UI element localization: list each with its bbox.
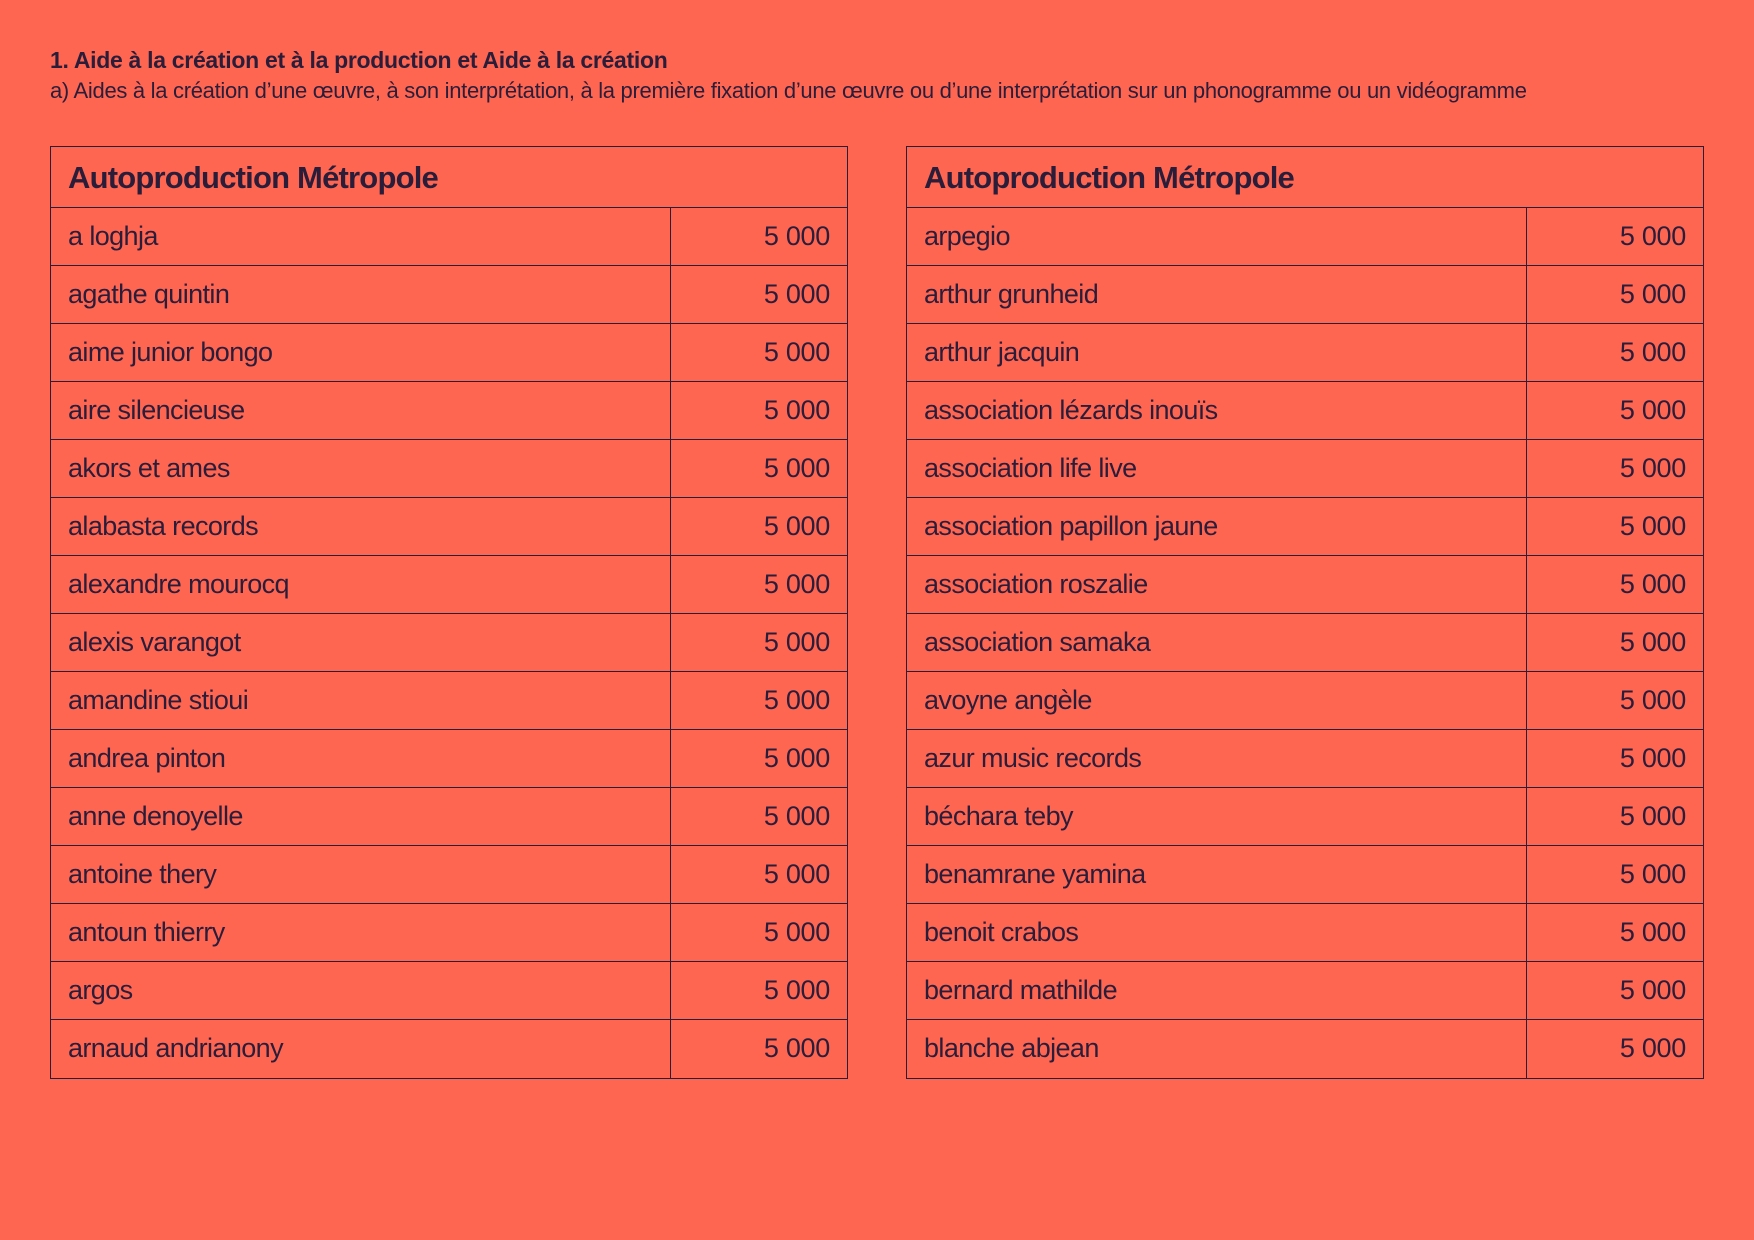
table-body: a loghja 5 000 agathe quintin 5 000 aime jun… bbox=[51, 208, 847, 1078]
amount-cell: 5 000 bbox=[1619, 221, 1686, 251]
table-row: anne denoyelle 5 000 bbox=[51, 788, 847, 846]
funding-table-right: Autoproduction Métropole arpegio 5 000 art… bbox=[906, 146, 1704, 1079]
recipient-name-cell: arpegio bbox=[907, 208, 1527, 265]
recipient-name-cell: benoit crabos bbox=[907, 904, 1527, 961]
amount-cell: 5 000 bbox=[763, 801, 830, 831]
table-row: agathe quintin 5 000 bbox=[51, 266, 847, 324]
amount-cell: 5 000 bbox=[1619, 1033, 1686, 1063]
recipient-name-cell: association life live bbox=[907, 440, 1527, 497]
section-heading: 1. Aide à la création et à la production… bbox=[50, 47, 668, 73]
table-row: bernard mathilde 5 000 bbox=[907, 962, 1703, 1020]
amount-cell: 5 000 bbox=[763, 279, 830, 309]
amount-cell: 5 000 bbox=[763, 569, 830, 599]
recipient-name-cell: association lézards inouïs bbox=[907, 382, 1527, 439]
table-row: a loghja 5 000 bbox=[51, 208, 847, 266]
amount-cell: 5 000 bbox=[763, 395, 830, 425]
amount-cell: 5 000 bbox=[763, 975, 830, 1005]
recipient-name-cell: agathe quintin bbox=[51, 266, 671, 323]
recipient-name-cell: alabasta records bbox=[51, 498, 671, 555]
table-row: association life live 5 000 bbox=[907, 440, 1703, 498]
table-row: association samaka 5 000 bbox=[907, 614, 1703, 672]
table-row: alabasta records 5 000 bbox=[51, 498, 847, 556]
recipient-name-cell: argos bbox=[51, 962, 671, 1019]
amount-cell: 5 000 bbox=[1619, 395, 1686, 425]
amount-cell: 5 000 bbox=[763, 1033, 830, 1063]
recipient-name-cell: anne denoyelle bbox=[51, 788, 671, 845]
amount-cell: 5 000 bbox=[763, 511, 830, 541]
amount-cell: 5 000 bbox=[1619, 685, 1686, 715]
amount-cell: 5 000 bbox=[763, 743, 830, 773]
table-row: aire silencieuse 5 000 bbox=[51, 382, 847, 440]
table-row: arpegio 5 000 bbox=[907, 208, 1703, 266]
amount-cell: 5 000 bbox=[763, 917, 830, 947]
recipient-name-cell: association roszalie bbox=[907, 556, 1527, 613]
recipient-name-cell: arnaud andrianony bbox=[51, 1020, 671, 1078]
recipient-name-cell: akors et ames bbox=[51, 440, 671, 497]
table-row: antoun thierry 5 000 bbox=[51, 904, 847, 962]
amount-cell: 5 000 bbox=[763, 337, 830, 367]
table-row: alexandre mourocq 5 000 bbox=[51, 556, 847, 614]
table-row: blanche abjean 5 000 bbox=[907, 1020, 1703, 1078]
amount-cell: 5 000 bbox=[763, 453, 830, 483]
section-subheading: a) Aides à la création d’une œuvre, à so… bbox=[50, 78, 1527, 103]
table-title: Autoproduction Métropole bbox=[907, 147, 1703, 208]
amount-cell: 5 000 bbox=[1619, 627, 1686, 657]
amount-cell: 5 000 bbox=[763, 859, 830, 889]
table-row: béchara teby 5 000 bbox=[907, 788, 1703, 846]
table-row: arnaud andrianony 5 000 bbox=[51, 1020, 847, 1078]
amount-cell: 5 000 bbox=[763, 685, 830, 715]
table-row: andrea pinton 5 000 bbox=[51, 730, 847, 788]
document-header: 1. Aide à la création et à la production… bbox=[50, 44, 1720, 106]
amount-cell: 5 000 bbox=[1619, 859, 1686, 889]
recipient-name-cell: antoun thierry bbox=[51, 904, 671, 961]
table-row: avoyne angèle 5 000 bbox=[907, 672, 1703, 730]
table-row: benoit crabos 5 000 bbox=[907, 904, 1703, 962]
recipient-name-cell: blanche abjean bbox=[907, 1020, 1527, 1078]
table-row: association lézards inouïs 5 000 bbox=[907, 382, 1703, 440]
amount-cell: 5 000 bbox=[1619, 511, 1686, 541]
table-row: association roszalie 5 000 bbox=[907, 556, 1703, 614]
recipient-name-cell: azur music records bbox=[907, 730, 1527, 787]
table-body: arpegio 5 000 arthur grunheid 5 000 arthur j… bbox=[907, 208, 1703, 1078]
amount-cell: 5 000 bbox=[1619, 453, 1686, 483]
amount-cell: 5 000 bbox=[763, 627, 830, 657]
recipient-name-cell: arthur jacquin bbox=[907, 324, 1527, 381]
recipient-name-cell: association papillon jaune bbox=[907, 498, 1527, 555]
recipient-name-cell: béchara teby bbox=[907, 788, 1527, 845]
recipient-name-cell: avoyne angèle bbox=[907, 672, 1527, 729]
table-row: argos 5 000 bbox=[51, 962, 847, 1020]
recipient-name-cell: aime junior bongo bbox=[51, 324, 671, 381]
table-row: association papillon jaune 5 000 bbox=[907, 498, 1703, 556]
recipient-name-cell: aire silencieuse bbox=[51, 382, 671, 439]
recipient-name-cell: association samaka bbox=[907, 614, 1527, 671]
funding-table-left: Autoproduction Métropole a loghja 5 000 ag… bbox=[50, 146, 848, 1079]
amount-cell: 5 000 bbox=[1619, 569, 1686, 599]
amount-cell: 5 000 bbox=[1619, 917, 1686, 947]
table-row: azur music records 5 000 bbox=[907, 730, 1703, 788]
recipient-name-cell: bernard mathilde bbox=[907, 962, 1527, 1019]
recipient-name-cell: a loghja bbox=[51, 208, 671, 265]
table-title: Autoproduction Métropole bbox=[51, 147, 847, 208]
table-row: benamrane yamina 5 000 bbox=[907, 846, 1703, 904]
recipient-name-cell: andrea pinton bbox=[51, 730, 671, 787]
recipient-name-cell: alexandre mourocq bbox=[51, 556, 671, 613]
table-row: akors et ames 5 000 bbox=[51, 440, 847, 498]
amount-cell: 5 000 bbox=[1619, 743, 1686, 773]
table-row: aime junior bongo 5 000 bbox=[51, 324, 847, 382]
table-row: amandine stioui 5 000 bbox=[51, 672, 847, 730]
recipient-name-cell: benamrane yamina bbox=[907, 846, 1527, 903]
amount-cell: 5 000 bbox=[1619, 279, 1686, 309]
amount-cell: 5 000 bbox=[763, 221, 830, 251]
table-row: arthur jacquin 5 000 bbox=[907, 324, 1703, 382]
table-row: arthur grunheid 5 000 bbox=[907, 266, 1703, 324]
table-row: antoine thery 5 000 bbox=[51, 846, 847, 904]
recipient-name-cell: amandine stioui bbox=[51, 672, 671, 729]
amount-cell: 5 000 bbox=[1619, 975, 1686, 1005]
amount-cell: 5 000 bbox=[1619, 337, 1686, 367]
table-row: alexis varangot 5 000 bbox=[51, 614, 847, 672]
recipient-name-cell: arthur grunheid bbox=[907, 266, 1527, 323]
recipient-name-cell: antoine thery bbox=[51, 846, 671, 903]
recipient-name-cell: alexis varangot bbox=[51, 614, 671, 671]
amount-cell: 5 000 bbox=[1619, 801, 1686, 831]
